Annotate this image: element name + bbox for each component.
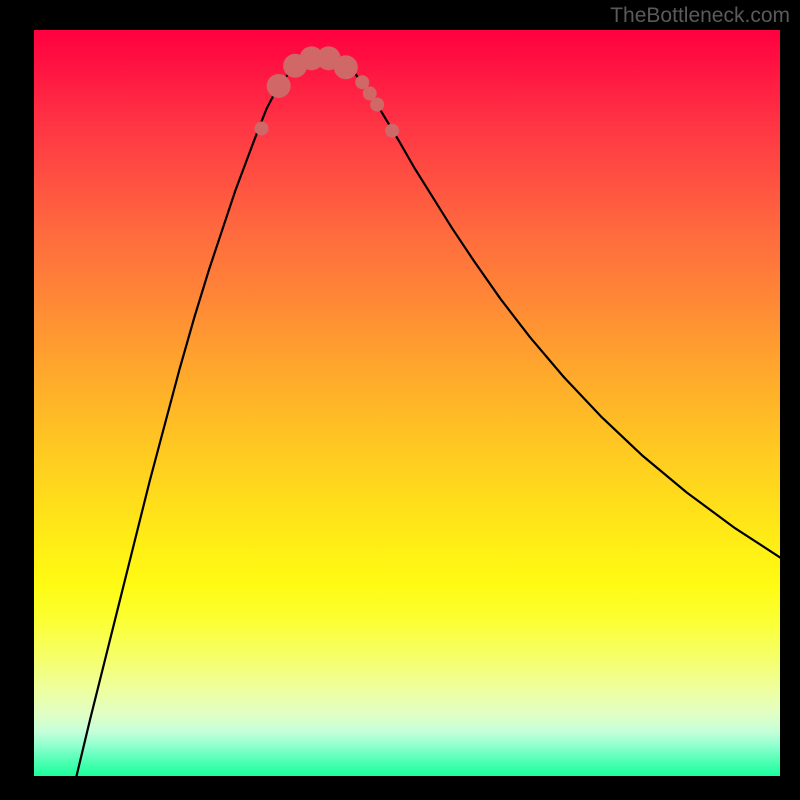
bottleneck-curve <box>34 30 780 776</box>
plot-area <box>34 30 780 776</box>
curve-marker <box>267 74 291 98</box>
watermark-text: TheBottleneck.com <box>610 4 790 28</box>
curve-line <box>77 58 780 776</box>
curve-marker <box>370 98 384 112</box>
curve-marker <box>385 124 399 138</box>
curve-marker <box>334 55 358 79</box>
curve-marker <box>255 121 269 135</box>
